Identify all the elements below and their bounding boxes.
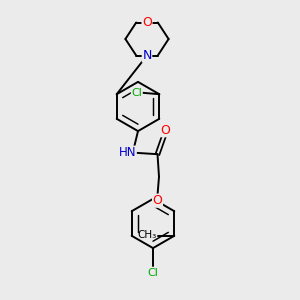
Text: CH₃: CH₃ (137, 230, 156, 240)
Text: N: N (142, 49, 152, 62)
Text: O: O (161, 124, 170, 137)
Text: HN: HN (119, 146, 136, 159)
Text: Cl: Cl (148, 268, 158, 278)
Text: O: O (142, 16, 152, 29)
Text: O: O (153, 194, 162, 207)
Text: Cl: Cl (131, 88, 142, 98)
